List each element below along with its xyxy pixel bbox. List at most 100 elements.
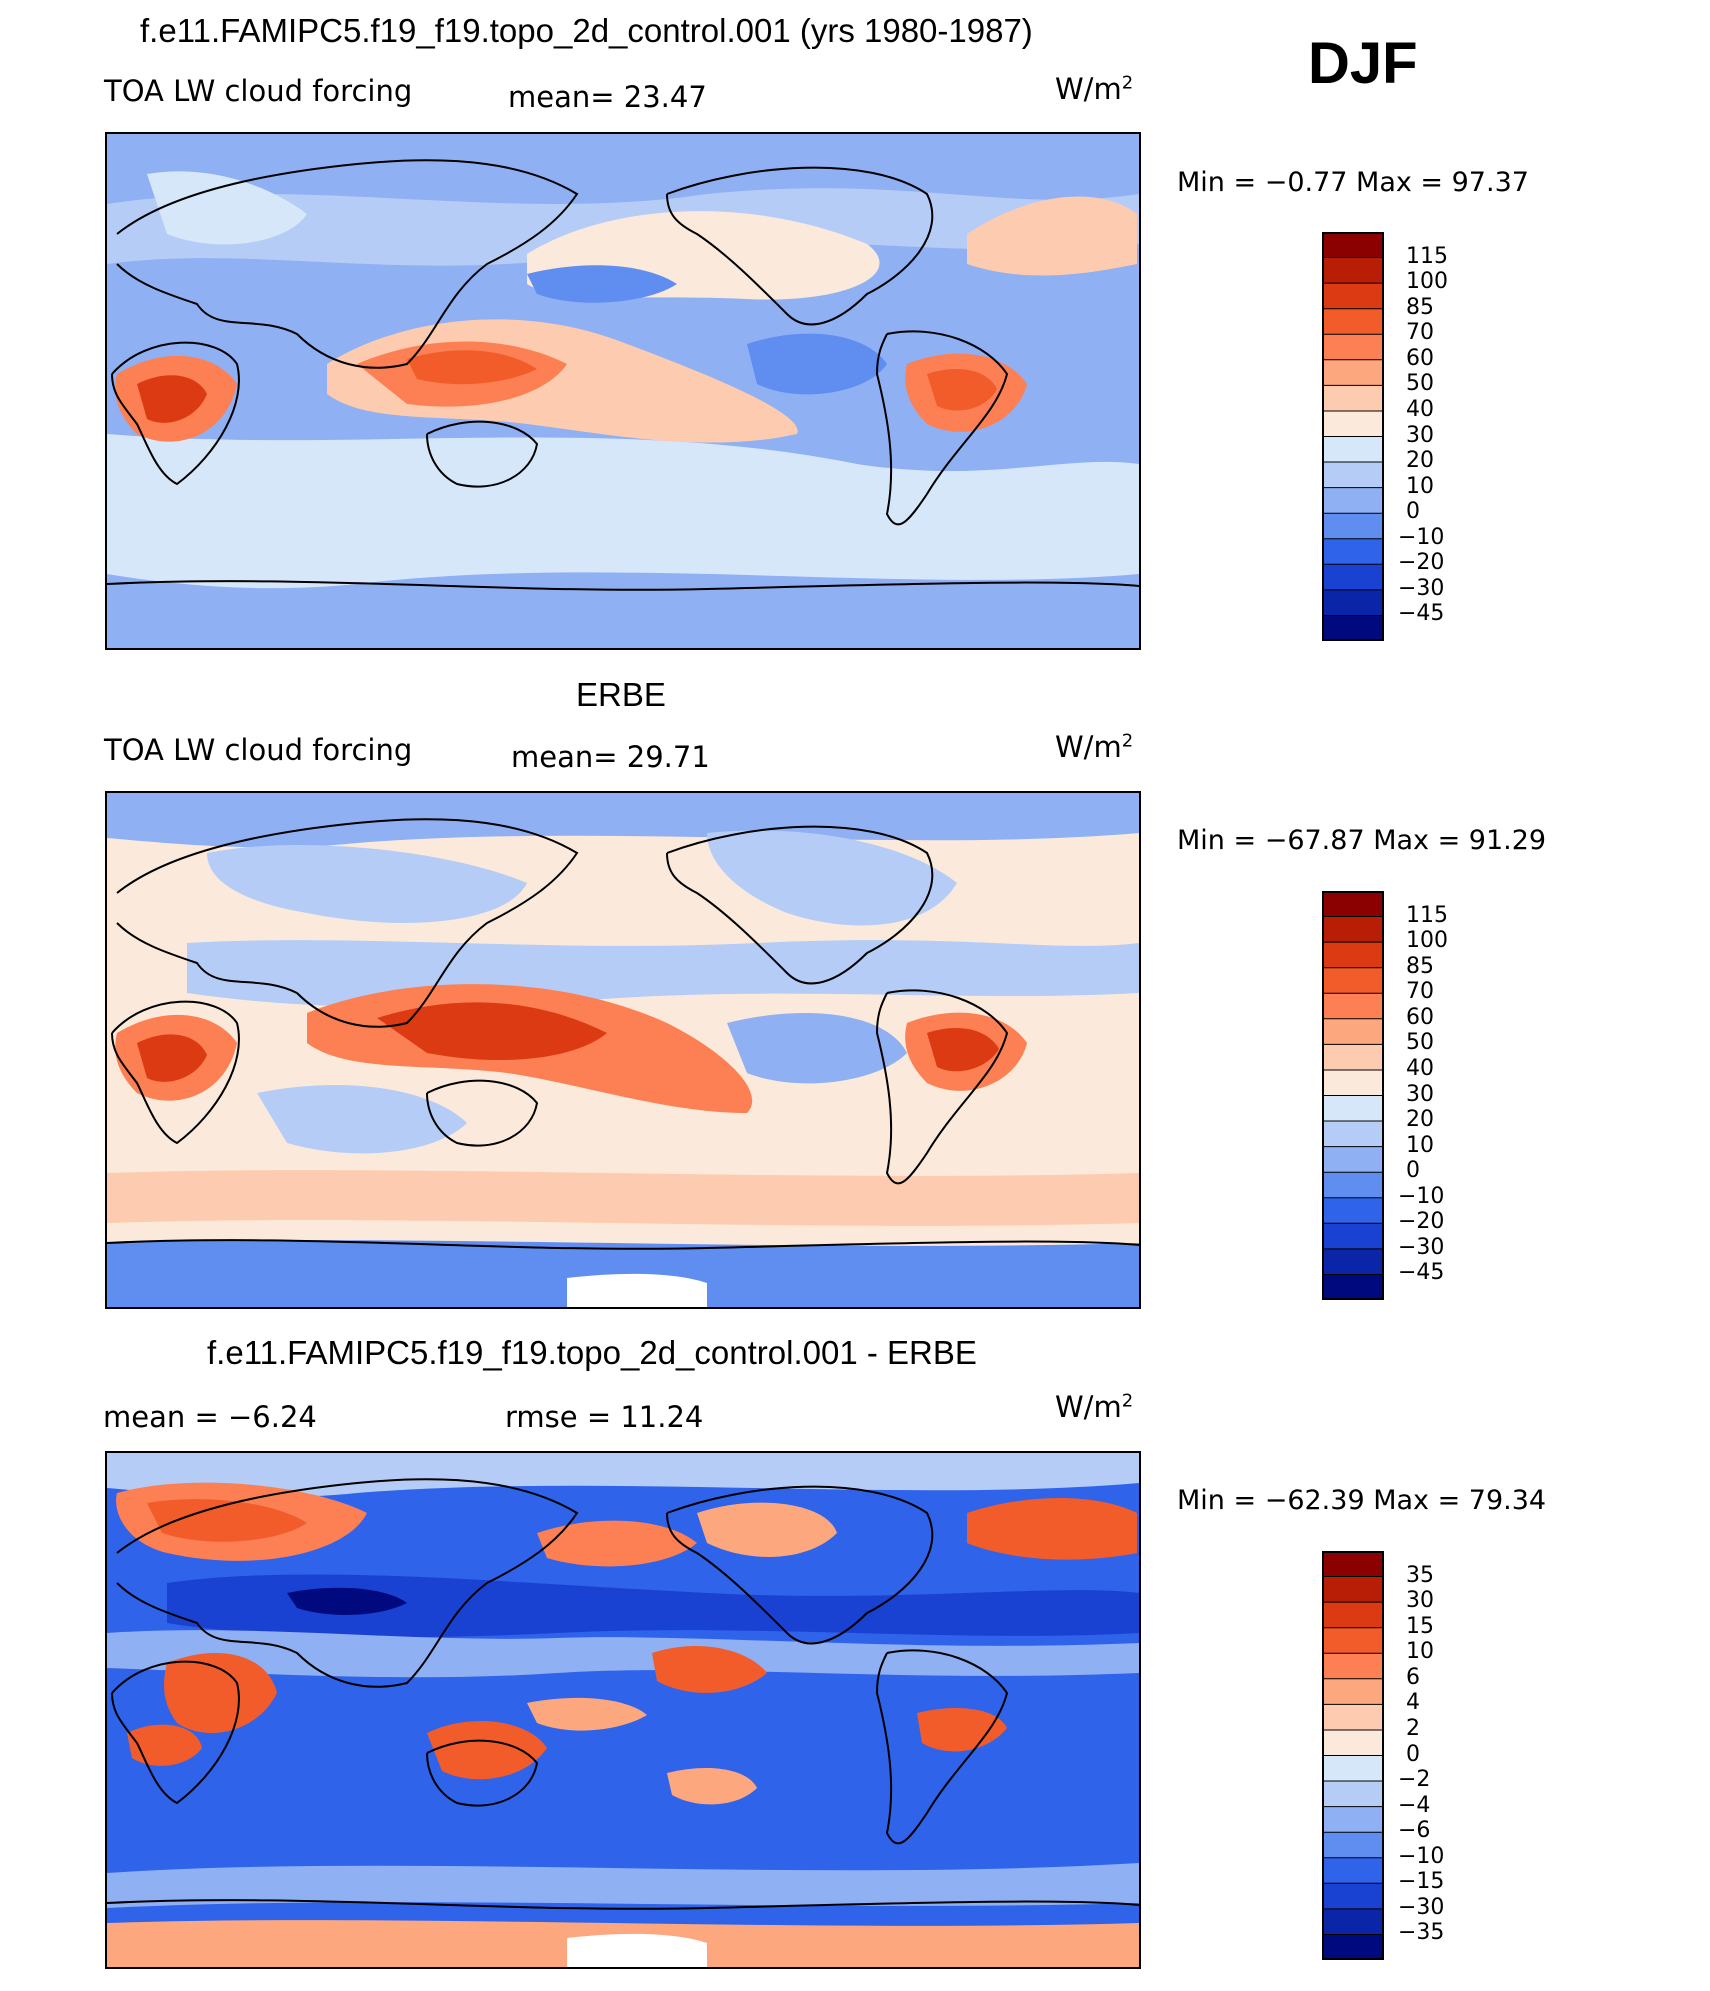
panel-3-units: W/m2 <box>1055 1390 1133 1424</box>
contour-npac-warm <box>537 1520 697 1567</box>
colorbar-tick-label: 100 <box>1406 269 1448 295</box>
season-label: DJF <box>1308 31 1418 96</box>
colorbar-border <box>1322 891 1384 1300</box>
coastline-samerica <box>875 330 1009 526</box>
contour-africa-core <box>137 1034 207 1082</box>
colorbar-swatch <box>1322 232 1384 259</box>
colorbar-swatch <box>1322 1095 1384 1122</box>
colorbar-swatch <box>1322 1908 1384 1935</box>
contour-natl-warm <box>967 1498 1137 1560</box>
colorbar-swatch <box>1322 1806 1384 1833</box>
contour-australia-warm <box>427 1721 547 1780</box>
contour-southern-band <box>107 1170 1139 1226</box>
panel-3-colorbar <box>1322 1551 1384 1960</box>
panel-1-title: f.e11.FAMIPC5.f19_f19.topo_2d_control.00… <box>140 12 1033 49</box>
colorbar-swatch <box>1322 283 1384 310</box>
colorbar-swatch <box>1322 1121 1384 1148</box>
colorbar-tick-label: 115 <box>1406 243 1448 269</box>
colorbar-swatch <box>1322 1755 1384 1782</box>
panel-1-colorbar-svg <box>1322 232 1384 641</box>
contour-arctic-light <box>107 1453 1139 1498</box>
colorbar-swatch <box>1322 615 1384 641</box>
panel-3-units-sup: 2 <box>1121 1390 1134 1412</box>
panel-2-colorbar-svg <box>1322 891 1384 1300</box>
coastline-namerica <box>666 1485 934 1645</box>
coastline-antarctica <box>107 1239 1139 1250</box>
colorbar-tick-label: −10 <box>1398 1843 1445 1869</box>
panel-1-units-text: W/m <box>1055 72 1122 106</box>
colorbar-tick-label: −4 <box>1398 1792 1431 1818</box>
colorbar-tick-label: 60 <box>1406 1004 1434 1030</box>
colorbar-swatch <box>1322 1172 1384 1199</box>
colorbar-tick-label: 115 <box>1406 902 1448 928</box>
colorbar-swatch <box>1322 257 1384 284</box>
contour-deep-blue-band <box>167 1574 1139 1638</box>
colorbar-tick-label: 10 <box>1406 473 1434 499</box>
panel-3-colorbar-svg <box>1322 1551 1384 1960</box>
colorbar-swatch <box>1322 1044 1384 1071</box>
colorbar-swatch <box>1322 487 1384 514</box>
panel-1-variable: TOA LW cloud forcing <box>104 74 413 108</box>
colorbar-swatch <box>1322 513 1384 540</box>
colorbar-swatch <box>1322 1653 1384 1680</box>
panel-2-units: W/m2 <box>1055 730 1133 764</box>
panel-1-map <box>105 132 1141 650</box>
colorbar-swatch <box>1322 334 1384 361</box>
colorbar-tick-label: −10 <box>1398 1183 1445 1209</box>
panel-1-map-svg <box>107 134 1139 648</box>
panel-1-colorbar <box>1322 232 1384 641</box>
panel-3-rmse: rmse = 11.24 <box>505 1400 704 1434</box>
colorbar-tick-label: −2 <box>1398 1767 1431 1793</box>
panel-1-units: W/m2 <box>1055 72 1133 106</box>
contour-light-band-s <box>107 434 1139 589</box>
coastline-africa <box>111 341 240 486</box>
colorbar-tick-label: 85 <box>1406 294 1434 320</box>
colorbar-tick-label: 30 <box>1406 1081 1434 1107</box>
colorbar-swatch <box>1322 1274 1384 1300</box>
colorbar-tick-label: 50 <box>1406 1030 1434 1056</box>
panel-3-map <box>105 1451 1141 1969</box>
contour-south-pac-warm <box>667 1768 757 1805</box>
coastline-australia <box>426 420 539 488</box>
panel-1-minmax: Min = −0.77 Max = 97.37 <box>1177 167 1529 198</box>
contour-warmpool-core <box>407 350 537 385</box>
colorbar-swatch <box>1322 1576 1384 1603</box>
colorbar-tick-label: 50 <box>1406 371 1434 397</box>
colorbar-tick-label: 2 <box>1406 1715 1420 1741</box>
contour-africa-s-warm <box>127 1724 202 1766</box>
colorbar-tick-label: −45 <box>1398 1260 1445 1286</box>
coastline-eurasia <box>116 818 579 1028</box>
colorbar-swatch <box>1322 1197 1384 1224</box>
colorbar-tick-label: −30 <box>1398 1234 1445 1260</box>
colorbar-tick-label: −45 <box>1398 601 1445 627</box>
colorbar-tick-label: −30 <box>1398 575 1445 601</box>
contour-africa-core <box>137 375 207 423</box>
contour-antarctic <box>107 1240 1139 1307</box>
panel-3-minmax: Min = −62.39 Max = 79.34 <box>1177 1485 1547 1516</box>
colorbar-tick-label: 70 <box>1406 320 1434 346</box>
coastline-africa <box>111 1000 240 1145</box>
contour-antarctic-blank <box>567 1273 707 1307</box>
contour-asia-light <box>147 171 307 245</box>
colorbar-swatch <box>1322 462 1384 489</box>
colorbar-swatch <box>1322 1934 1384 1960</box>
panel-3-title: f.e11.FAMIPC5.f19_f19.topo_2d_control.00… <box>207 1334 977 1371</box>
colorbar-swatch <box>1322 891 1384 918</box>
contour-subtrop-s <box>257 1084 467 1154</box>
contour-pac-warm <box>527 1697 647 1731</box>
panel-3-map-svg <box>107 1453 1139 1967</box>
contour-antarctic <box>107 601 1139 648</box>
colorbar-tick-label: 10 <box>1406 1132 1434 1158</box>
panel-2-units-text: W/m <box>1055 730 1122 764</box>
contour-deepest <box>287 1587 407 1615</box>
coastline-namerica <box>666 166 934 326</box>
colorbar-tick-label: 0 <box>1406 499 1420 525</box>
coastline-samerica <box>875 989 1009 1185</box>
coastline-namerica <box>666 825 934 985</box>
colorbar-border <box>1322 232 1384 641</box>
colorbar-tick-label: 35 <box>1406 1562 1434 1588</box>
colorbar-swatch <box>1322 1781 1384 1808</box>
contour-dry-patch-2 <box>527 265 677 303</box>
panel-1-mean: mean= 23.47 <box>508 80 707 114</box>
colorbar-tick-label: −6 <box>1398 1818 1431 1844</box>
